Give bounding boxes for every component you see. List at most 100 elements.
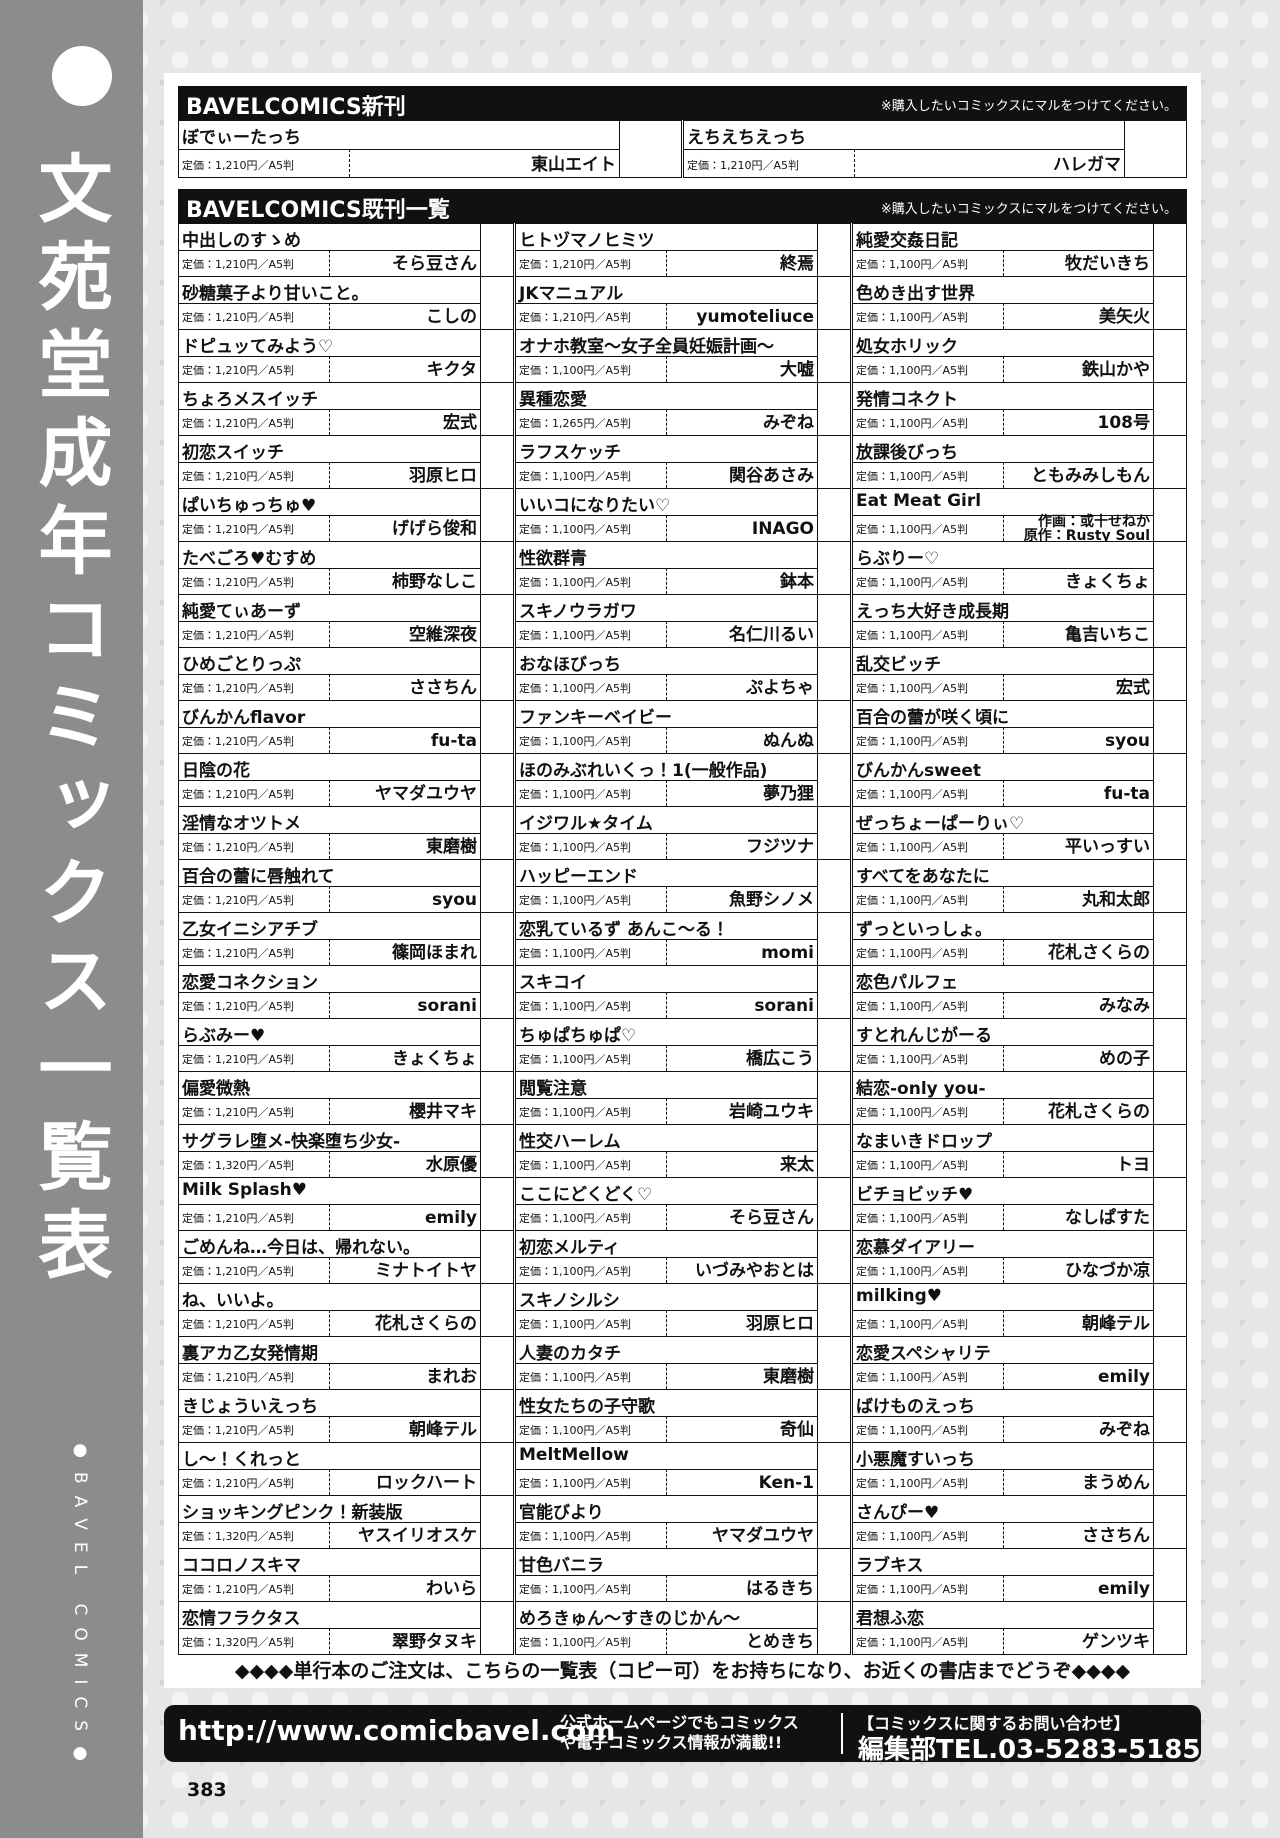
- check-box: [817, 276, 851, 330]
- book-price: 定価：1,210円／A5判: [182, 1424, 295, 1437]
- row-divider: [853, 303, 1155, 304]
- book-entry: 乱交ビッチ 定価：1,100円／A5判 宏式: [852, 647, 1187, 701]
- book-author: 宏式: [443, 413, 477, 433]
- check-box: [480, 223, 514, 277]
- row-divider: [853, 250, 1155, 251]
- book-price: 定価：1,100円／A5判: [856, 1636, 969, 1649]
- book-price: 定価：1,100円／A5判: [856, 1000, 969, 1013]
- book-title: ぱいちゅっちゅ♥: [182, 496, 317, 516]
- check-box: [480, 276, 514, 330]
- check-box: [817, 1442, 851, 1496]
- dashed-divider: [1003, 1310, 1004, 1336]
- book-author: 東磨樹: [426, 837, 477, 857]
- check-box: [817, 647, 851, 701]
- book-title: 砂糖菓子より甘いこと。: [182, 284, 369, 304]
- dashed-divider: [329, 886, 330, 912]
- row-divider: [516, 1257, 819, 1258]
- book-entry: 発情コネクト 定価：1,100円／A5判 108号: [852, 382, 1187, 436]
- dashed-divider: [329, 780, 330, 806]
- book-author: きょくちょ: [1065, 572, 1150, 592]
- book-entry: 恋愛コネクション 定価：1,210円／A5判 sorani: [178, 965, 514, 1019]
- book-price: 定価：1,210円／A5判: [182, 1318, 295, 1331]
- book-entry: 放課後びっち 定価：1,100円／A5判 ともみみしもん: [852, 435, 1187, 489]
- check-box: [480, 1442, 514, 1496]
- check-box: [817, 1389, 851, 1443]
- dashed-divider: [666, 356, 667, 382]
- book-entry: Milk Splash♥ 定価：1,210円／A5判 emily: [178, 1177, 514, 1231]
- contact-title: 【コミックスに関するお問い合わせ】: [858, 1714, 1130, 1733]
- check-box: [1153, 1283, 1187, 1337]
- book-price: 定価：1,100円／A5判: [519, 735, 632, 748]
- book-author: ミナトイトヤ: [375, 1261, 477, 1281]
- check-box: [817, 1548, 851, 1602]
- row-divider: [853, 1628, 1155, 1629]
- dashed-divider: [666, 727, 667, 753]
- book-price: 定価：1,100円／A5判: [519, 841, 632, 854]
- dashed-divider: [666, 1151, 667, 1177]
- dashed-divider: [666, 833, 667, 859]
- book-author: そら豆さん: [392, 254, 477, 274]
- book-author: 宏式: [1116, 678, 1150, 698]
- check-box: [1153, 488, 1187, 542]
- book-author: 鉢本: [780, 572, 814, 592]
- book-entry: えちえちえっち 定価：1,210円／A5判 ハレガマ: [683, 120, 1187, 178]
- book-entry: さんぴー♥ 定価：1,100円／A5判 ささちん: [852, 1495, 1187, 1549]
- book-price: 定価：1,210円／A5判: [182, 470, 295, 483]
- book-author: ささちん: [1082, 1526, 1150, 1546]
- info: 公式ホームページでもコミックス や電子コミックス情報が満載!!: [560, 1713, 799, 1753]
- book-entry: ばけものえっち 定価：1,100円／A5判 みぞね: [852, 1389, 1187, 1443]
- row-divider: [516, 1575, 819, 1576]
- book-title: ばけものえっち: [856, 1397, 975, 1417]
- book-title: ヒトヅマノヒミツ: [519, 231, 655, 251]
- dashed-divider: [666, 462, 667, 488]
- book-entry: 恋情フラクタス 定価：1,320円／A5判 翠野タヌキ: [178, 1601, 514, 1655]
- book-entry: ヒトヅマノヒミツ 定価：1,210円／A5判 終焉: [515, 223, 851, 277]
- check-box: [1153, 859, 1187, 913]
- dashed-divider: [329, 568, 330, 594]
- book-author: emily: [1098, 1367, 1150, 1387]
- book-entry: ショッキングピンク！新装版 定価：1,320円／A5判 ヤスイリオスケ: [178, 1495, 514, 1549]
- book-price: 定価：1,210円／A5判: [182, 788, 295, 801]
- book-title: ビチョビッチ♥: [856, 1185, 974, 1205]
- row-divider: [853, 939, 1155, 940]
- book-price: 定価：1,100円／A5判: [519, 947, 632, 960]
- check-box: [1153, 753, 1187, 807]
- book-title: きじょういえっち: [182, 1397, 318, 1417]
- book-title: ちゅぱちゅぱ♡: [519, 1026, 637, 1046]
- book-author: 原作：Rusty Soul: [1023, 527, 1150, 544]
- dashed-divider: [329, 250, 330, 276]
- book-entry: すとれんじがーる 定価：1,100円／A5判 めの子: [852, 1018, 1187, 1072]
- book-author: なしぱすた: [1065, 1208, 1150, 1228]
- check-box: [817, 1177, 851, 1231]
- dashed-divider: [666, 992, 667, 1018]
- book-price: 定価：1,100円／A5判: [856, 364, 969, 377]
- check-box: [817, 1283, 851, 1337]
- book-price: 定価：1,210円／A5判: [182, 894, 295, 907]
- book-title: 官能びより: [519, 1503, 604, 1523]
- backlist-note: ※購入したいコミックスにマルをつけてください。: [880, 202, 1177, 217]
- book-title: えちえちえっち: [687, 128, 806, 148]
- book-entry: めろきゅん～すきのじかん～ 定価：1,100円／A5判 とめきち: [515, 1601, 851, 1655]
- footer-bar: http://www.comicbavel.com 公式ホームページでもコミック…: [164, 1705, 1201, 1765]
- book-author: 作画：或十せねか: [1038, 514, 1150, 530]
- book-author: 花札さくらの: [375, 1314, 477, 1334]
- book-title: 君想ふ恋: [856, 1609, 924, 1629]
- book-author: きょくちょ: [392, 1049, 477, 1069]
- book-title: 初恋スイッチ: [182, 443, 284, 463]
- book-author: 魚野シノメ: [729, 890, 814, 910]
- row-divider: [516, 515, 819, 516]
- book-price: 定価：1,100円／A5判: [519, 1583, 632, 1596]
- check-box: [1153, 647, 1187, 701]
- dashed-divider: [329, 674, 330, 700]
- dashed-divider: [1003, 1045, 1004, 1071]
- book-price: 定価：1,320円／A5判: [182, 1159, 295, 1172]
- dashed-divider: [1003, 886, 1004, 912]
- book-title: ラフスケッチ: [519, 443, 621, 463]
- book-title: ごめんね…今日は、帰れない。: [182, 1238, 420, 1258]
- row-divider: [853, 356, 1155, 357]
- row-divider: [516, 1416, 819, 1417]
- row-divider: [853, 1204, 1155, 1205]
- row-divider: [179, 1575, 482, 1576]
